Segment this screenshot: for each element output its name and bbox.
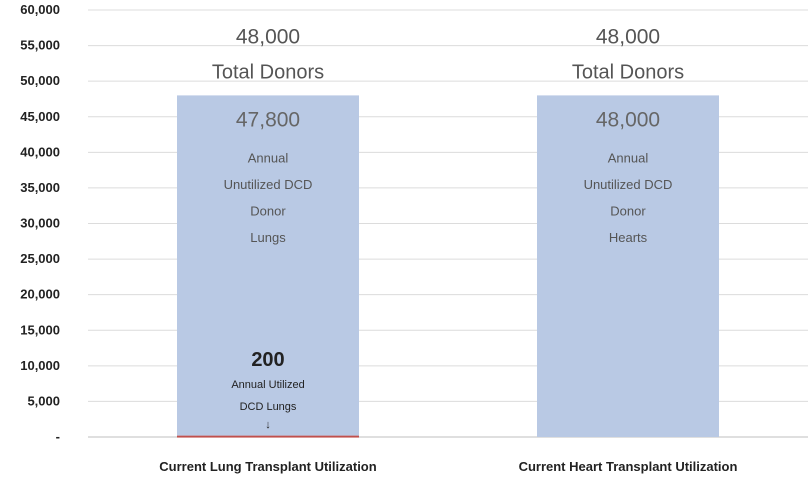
utilized-text-0-0: Annual Utilized — [231, 379, 304, 391]
bars — [177, 95, 719, 438]
y-tick-label-1: 5,000 — [27, 393, 60, 408]
data-labels: 48,000 Total Donors 47,800 Annual Unutilized… — [212, 25, 684, 431]
y-tick-label-12: 60,000 — [20, 2, 60, 17]
unutilized-text-1-2: Donor — [610, 203, 646, 218]
total-value-label-0: 48,000 — [236, 25, 300, 48]
x-tick-label-1: Current Heart Transplant Utilization — [519, 459, 738, 474]
total-value-label-1: 48,000 — [596, 25, 660, 48]
y-tick-label-5: 25,000 — [20, 251, 60, 266]
unutilized-text-0-2: Donor — [250, 203, 286, 218]
y-tick-label-8: 40,000 — [20, 144, 60, 159]
unutilized-text-0-0: Annual — [248, 150, 289, 165]
y-tick-label-9: 45,000 — [20, 109, 60, 124]
y-tick-label-6: 30,000 — [20, 216, 60, 231]
y-tick-label-4: 20,000 — [20, 287, 60, 302]
bar-0-series-1 — [177, 95, 359, 436]
utilized-arrow-0: ↓ — [265, 419, 271, 431]
x-axis: Current Lung Transplant Utilization Curre… — [159, 459, 737, 474]
unutilized-text-1-1: Unutilized DCD — [584, 177, 673, 192]
bar-0-series-0 — [177, 435, 359, 438]
unutilized-text-0-3: Lungs — [250, 230, 286, 245]
unutilized-text-1-0: Annual — [608, 150, 649, 165]
total-donors-label-1: Total Donors — [572, 61, 684, 83]
unutilized-value-label-0: 47,800 — [236, 108, 300, 131]
y-tick-label-10: 50,000 — [20, 73, 60, 88]
y-tick-label-2: 10,000 — [20, 358, 60, 373]
unutilized-value-label-1: 48,000 — [596, 108, 660, 131]
unutilized-text-0-1: Unutilized DCD — [224, 177, 313, 192]
y-tick-label-7: 35,000 — [20, 180, 60, 195]
y-tick-label-0: - — [56, 429, 60, 444]
utilized-text-0-1: DCD Lungs — [240, 401, 297, 413]
x-tick-label-0: Current Lung Transplant Utilization — [159, 459, 376, 474]
unutilized-text-1-3: Hearts — [609, 230, 648, 245]
y-axis: - 5,000 10,000 15,000 20,000 25,000 30,000 35,0… — [20, 2, 60, 444]
y-tick-label-3: 15,000 — [20, 322, 60, 337]
y-tick-label-11: 55,000 — [20, 38, 60, 53]
total-donors-label-0: Total Donors — [212, 61, 324, 83]
bar-1-series-1 — [537, 95, 719, 438]
utilized-value-label-0: 200 — [251, 349, 284, 371]
